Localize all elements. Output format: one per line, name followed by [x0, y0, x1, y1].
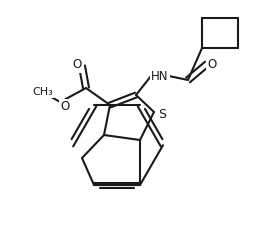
- Text: O: O: [207, 58, 217, 70]
- Text: O: O: [60, 100, 70, 114]
- Text: O: O: [72, 58, 82, 71]
- Text: S: S: [158, 108, 166, 122]
- Text: HN: HN: [151, 70, 169, 82]
- Text: CH₃: CH₃: [33, 87, 53, 97]
